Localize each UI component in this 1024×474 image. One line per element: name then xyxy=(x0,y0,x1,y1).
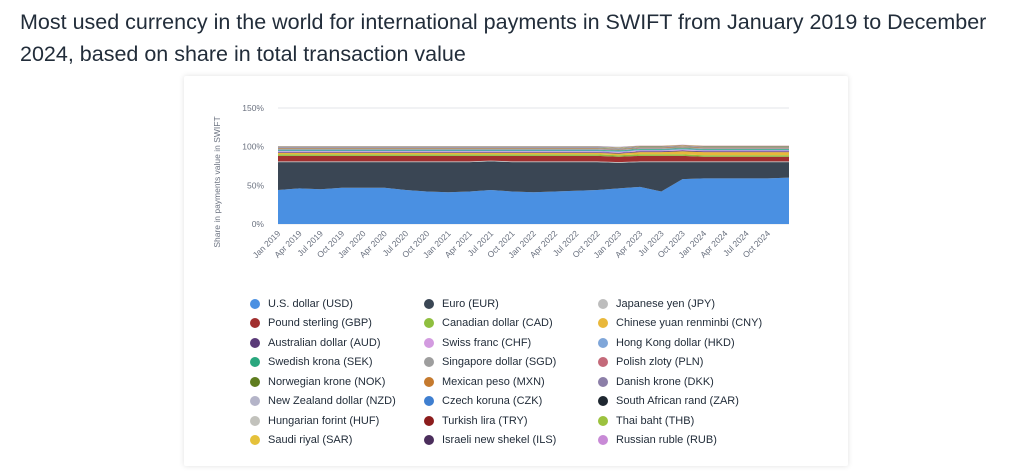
legend-item[interactable]: Chinese yuan renminbi (CNY) xyxy=(598,314,772,334)
legend-label: Polish zloty (PLN) xyxy=(616,356,704,369)
legend-item[interactable]: Turkish lira (TRY) xyxy=(424,411,598,431)
legend-swatch-icon xyxy=(424,318,434,329)
legend-swatch-icon xyxy=(598,357,608,368)
legend-item[interactable]: Israeli new shekel (ILS) xyxy=(424,431,598,451)
legend-label: Swiss franc (CHF) xyxy=(442,336,532,349)
legend-swatch-icon xyxy=(598,415,608,426)
legend-item[interactable]: U.S. dollar (USD) xyxy=(250,294,424,314)
legend-item[interactable]: Pound sterling (GBP) xyxy=(250,314,424,334)
legend-item[interactable]: Hong Kong dollar (HKD) xyxy=(598,333,772,353)
legend-item[interactable]: Saudi riyal (SAR) xyxy=(250,431,424,451)
legend-label: Czech koruna (CZK) xyxy=(442,395,543,408)
legend-item[interactable]: Canadian dollar (CAD) xyxy=(424,314,598,334)
legend-swatch-icon xyxy=(250,298,260,309)
legend-label: Mexican peso (MXN) xyxy=(442,375,545,388)
legend-item[interactable]: South African rand (ZAR) xyxy=(598,392,772,412)
legend-label: Danish krone (DKK) xyxy=(616,375,714,388)
legend-item[interactable]: Mexican peso (MXN) xyxy=(424,372,598,392)
legend-swatch-icon xyxy=(250,318,260,329)
legend-swatch-icon xyxy=(250,415,260,426)
legend-swatch-icon xyxy=(250,357,260,368)
legend-item[interactable]: Thai baht (THB) xyxy=(598,411,772,431)
legend-swatch-icon xyxy=(598,376,608,387)
y-tick-label: 0% xyxy=(252,219,265,229)
y-tick-label: 150% xyxy=(242,103,264,113)
legend-swatch-icon xyxy=(598,318,608,329)
legend-label: New Zealand dollar (NZD) xyxy=(268,395,396,408)
legend-label: Saudi riyal (SAR) xyxy=(268,434,353,447)
legend-swatch-icon xyxy=(598,396,608,407)
legend-item[interactable]: Singapore dollar (SGD) xyxy=(424,353,598,373)
legend-item[interactable]: Australian dollar (AUD) xyxy=(250,333,424,353)
legend-label: Singapore dollar (SGD) xyxy=(442,356,557,369)
legend-item[interactable]: Hungarian forint (HUF) xyxy=(250,411,424,431)
legend-swatch-icon xyxy=(424,357,434,368)
legend-swatch-icon xyxy=(424,435,434,446)
legend-swatch-icon xyxy=(424,376,434,387)
legend-swatch-icon xyxy=(424,396,434,407)
legend-swatch-icon xyxy=(250,376,260,387)
legend-item[interactable]: Euro (EUR) xyxy=(424,294,598,314)
legend-swatch-icon xyxy=(598,435,608,446)
legend-label: U.S. dollar (USD) xyxy=(268,297,353,310)
legend-swatch-icon xyxy=(250,337,260,348)
area-series xyxy=(278,154,789,157)
y-tick-label: 50% xyxy=(247,180,264,190)
legend-label: Swedish krona (SEK) xyxy=(268,356,373,369)
y-axis-ticks: 0% 50% 100% 150% xyxy=(242,103,264,229)
area-series xyxy=(278,151,789,156)
legend-label: Pound sterling (GBP) xyxy=(268,317,372,330)
legend-item[interactable]: New Zealand dollar (NZD) xyxy=(250,392,424,412)
legend-label: Euro (EUR) xyxy=(442,297,499,310)
legend-item[interactable]: Swedish krona (SEK) xyxy=(250,353,424,373)
area-series xyxy=(278,149,789,153)
area-series xyxy=(278,177,789,224)
area-series xyxy=(278,147,789,151)
area-series xyxy=(278,149,789,153)
legend-label: Israeli new shekel (ILS) xyxy=(442,434,557,447)
area-series xyxy=(278,161,789,193)
legend-item[interactable]: Polish zloty (PLN) xyxy=(598,353,772,373)
legend-swatch-icon xyxy=(424,415,434,426)
legend-label: South African rand (ZAR) xyxy=(616,395,739,408)
chart-card: 0% 50% 100% 150% Jan 2019 Apr 2019 Jul 2019 Oc… xyxy=(184,76,848,466)
legend-item[interactable]: Danish krone (DKK) xyxy=(598,372,772,392)
legend-item[interactable]: Norwegian krone (NOK) xyxy=(250,372,424,392)
area-series xyxy=(278,160,789,163)
legend-label: Norwegian krone (NOK) xyxy=(268,375,386,388)
area-series xyxy=(278,150,789,154)
legend-label: Hungarian forint (HUF) xyxy=(268,414,380,427)
legend-swatch-icon xyxy=(424,298,434,309)
legend-swatch-icon xyxy=(424,337,434,348)
legend-item[interactable]: Czech koruna (CZK) xyxy=(424,392,598,412)
legend-item[interactable]: Japanese yen (JPY) xyxy=(598,294,772,314)
legend-label: Russian ruble (RUB) xyxy=(616,434,717,447)
legend-label: Canadian dollar (CAD) xyxy=(442,317,553,330)
legend-swatch-icon xyxy=(250,396,260,407)
legend-label: Turkish lira (TRY) xyxy=(442,414,528,427)
legend-label: Thai baht (THB) xyxy=(616,414,695,427)
y-tick-label: 100% xyxy=(242,142,264,152)
chart-legend: U.S. dollar (USD) Euro (EUR) Japanese yen … xyxy=(250,294,840,450)
legend-swatch-icon xyxy=(598,298,608,309)
legend-label: Chinese yuan renminbi (CNY) xyxy=(616,317,763,330)
area-series xyxy=(278,155,789,163)
legend-label: Australian dollar (AUD) xyxy=(268,336,381,349)
legend-label: Hong Kong dollar (HKD) xyxy=(616,336,735,349)
legend-swatch-icon xyxy=(250,435,260,446)
legend-item[interactable]: Russian ruble (RUB) xyxy=(598,431,772,451)
area-series-group xyxy=(278,144,789,224)
legend-label: Japanese yen (JPY) xyxy=(616,297,716,310)
legend-item[interactable]: Swiss franc (CHF) xyxy=(424,333,598,353)
y-axis-label: Share in payments value in SWIFT xyxy=(212,116,222,247)
legend-swatch-icon xyxy=(598,337,608,348)
page-title: Most used currency in the world for inte… xyxy=(20,10,987,66)
